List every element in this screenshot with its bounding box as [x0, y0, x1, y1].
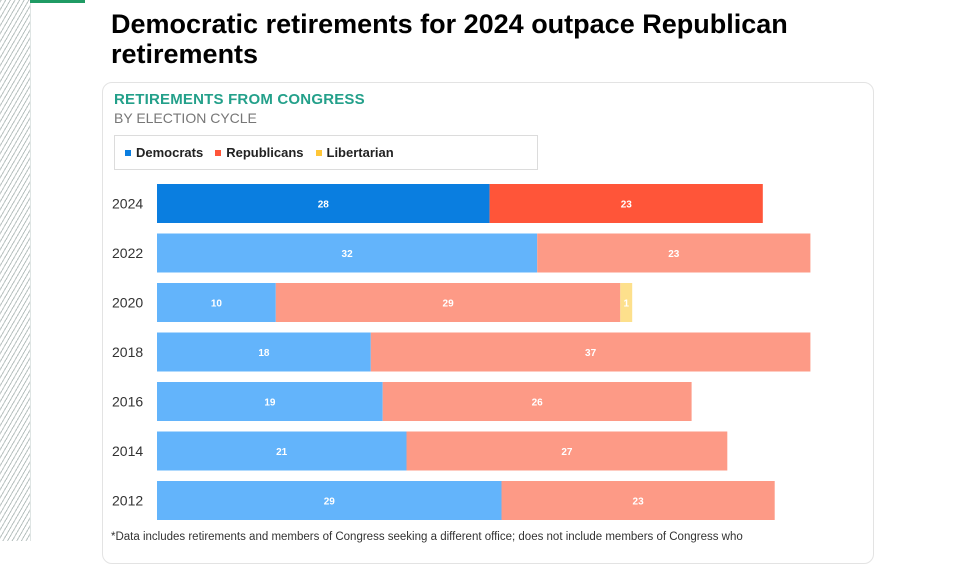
legend-item-republicans: Republicans	[215, 145, 304, 160]
bar-democrats-2014	[157, 431, 407, 471]
legend-swatch-libertarian	[315, 149, 322, 156]
data-label-republicans-2022: 23	[668, 249, 680, 260]
data-label-republicans-2020: 29	[443, 299, 455, 310]
data-label-democrats-2014: 21	[276, 447, 288, 458]
y-tick-label-2016: 2016	[112, 394, 143, 410]
legend-swatch-republicans	[215, 149, 222, 156]
legend-label-libertarian: Libertarian	[326, 145, 394, 160]
data-label-republicans-2018: 37	[585, 348, 597, 359]
chart-title: RETIREMENTS FROM CONGRESS	[114, 91, 365, 108]
chart-subtitle: BY ELECTION CYCLE	[114, 110, 257, 126]
data-label-republicans-2012: 23	[633, 497, 645, 508]
data-label-democrats-2016: 19	[264, 398, 276, 409]
decorative-hatch-stripe	[0, 0, 30, 541]
bar-democrats-2018	[157, 332, 371, 372]
legend-item-libertarian: Libertarian	[315, 145, 394, 160]
legend-swatch-democrats	[125, 149, 131, 156]
bar-republicans-2012	[501, 481, 775, 520]
data-label-democrats-2020: 10	[211, 299, 223, 310]
data-label-democrats-2022: 32	[342, 249, 354, 260]
bar-republicans-2016	[382, 382, 692, 421]
bar-republicans-2018	[370, 332, 811, 372]
data-label-democrats-2012: 29	[324, 497, 336, 508]
bar-libertarian-2020	[620, 283, 633, 322]
y-tick-label-2024: 2024	[112, 196, 143, 212]
bar-democrats-2016	[157, 382, 383, 421]
bar-republicans-2022	[537, 233, 811, 273]
bar-democrats-2024	[157, 184, 490, 223]
accent-line	[30, 0, 85, 3]
decorative-hatch-edge	[30, 0, 31, 541]
data-label-republicans-2014: 27	[561, 447, 573, 458]
data-label-democrats-2024: 28	[318, 200, 330, 211]
chart-legend: Democrats Republicans Libertarian	[114, 135, 538, 170]
stacked-bar-chart: 2024 28 23 2022 32 23 2020 10 29 1 2018 18 37 2016 19 2…	[112, 184, 811, 520]
footnote: *Data includes retirements and members o…	[111, 531, 743, 543]
y-tick-label-2012: 2012	[112, 493, 143, 509]
bar-republicans-2020	[275, 283, 621, 322]
y-tick-label-2018: 2018	[112, 344, 143, 360]
bar-republicans-2024	[489, 184, 763, 223]
y-tick-label-2020: 2020	[112, 295, 143, 311]
legend-label-republicans: Republicans	[226, 145, 304, 160]
y-tick-label-2022: 2022	[112, 245, 143, 261]
bar-democrats-2020	[157, 283, 276, 322]
data-label-democrats-2018: 18	[258, 348, 270, 359]
data-label-republicans-2024: 23	[621, 200, 633, 211]
bar-democrats-2022	[157, 233, 538, 273]
y-tick-label-2014: 2014	[112, 443, 143, 459]
data-label-republicans-2016: 26	[532, 398, 544, 409]
bar-republicans-2014	[406, 431, 728, 471]
data-label-libertarian-2020: 1	[624, 299, 630, 310]
bar-democrats-2012	[157, 481, 502, 520]
headline: Democratic retirements for 2024 outpace …	[111, 9, 788, 69]
legend-item-democrats: Democrats	[125, 145, 203, 160]
legend-label-democrats: Democrats	[136, 145, 204, 160]
